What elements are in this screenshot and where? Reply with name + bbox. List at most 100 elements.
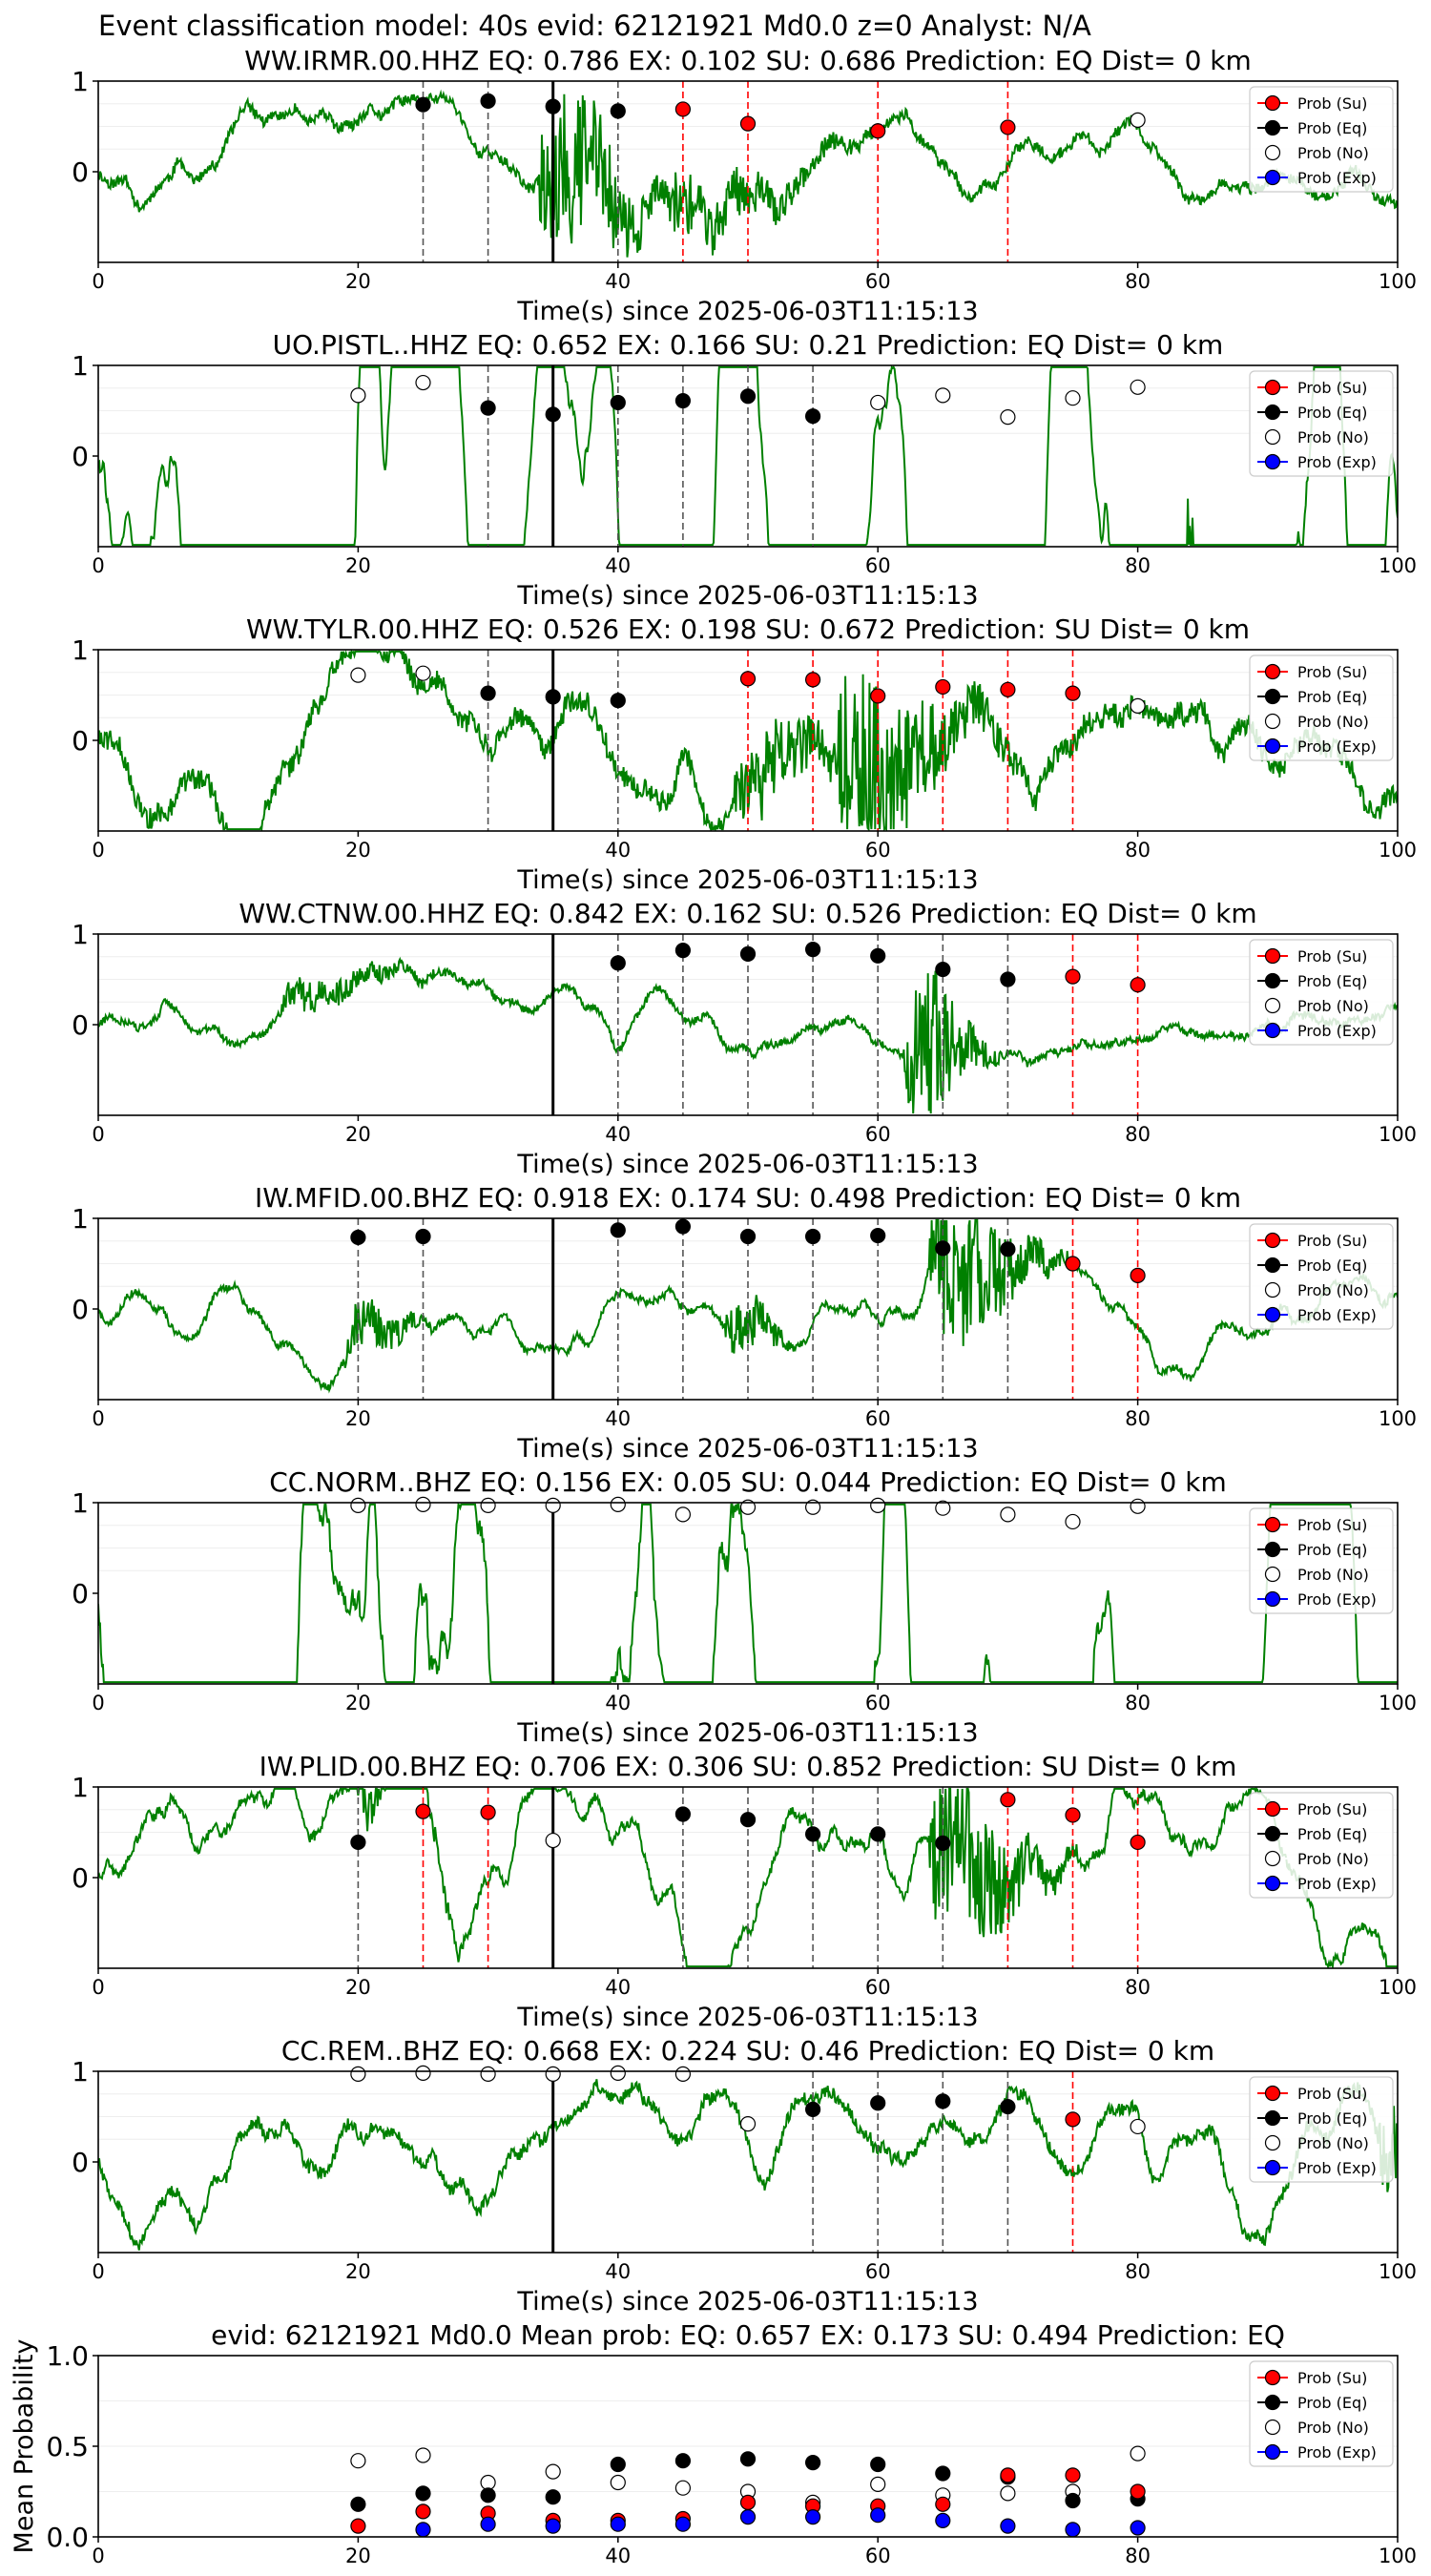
prob-point-eq — [545, 98, 561, 114]
y-tick-label: 0 — [72, 725, 89, 757]
legend-label: Prob (Eq) — [1297, 119, 1367, 137]
legend: Prob (Su) Prob (Eq) Prob (No) Prob (Exp) — [1249, 370, 1394, 477]
panel-title: IW.PLID.00.BHZ EQ: 0.706 EX: 0.306 SU: 0… — [259, 1751, 1237, 1782]
prob-point-eq — [739, 2451, 757, 2467]
x-tick-label: 60 — [865, 839, 891, 862]
legend-label: Prob (Exp) — [1297, 453, 1377, 471]
prob-point-eq — [870, 1227, 886, 1244]
x-axis-label: Time(s) since 2025-06-03T11:15:13 — [516, 865, 978, 895]
prob-point-no — [1000, 1506, 1016, 1523]
panel-1: WW.IRMR.00.HHZ EQ: 0.786 EX: 0.102 SU: 0… — [72, 45, 1417, 326]
prob-point-su — [415, 2503, 431, 2520]
axes-frame — [97, 1502, 1399, 1685]
x-tick-label: 80 — [1125, 1976, 1151, 1999]
legend-label: Prob (Exp) — [1297, 1590, 1377, 1609]
legend-label: Prob (No) — [1297, 713, 1369, 731]
prob-point-no — [350, 387, 366, 404]
panel-title: CC.REM..BHZ EQ: 0.668 EX: 0.224 SU: 0.46… — [281, 2035, 1214, 2067]
prob-point-eq — [415, 1228, 431, 1245]
panel-title: IW.MFID.00.BHZ EQ: 0.918 EX: 0.174 SU: 0… — [255, 1182, 1241, 1214]
legend-box — [1249, 370, 1394, 477]
x-tick-label: 0 — [92, 2260, 104, 2283]
x-tick-label: 100 — [1379, 1407, 1417, 1430]
legend-marker-su — [1264, 1800, 1281, 1818]
prob-point-su — [870, 688, 886, 704]
y-tick-label: 0 — [72, 441, 89, 472]
legend: Prob (Su) Prob (Eq) Prob (No) Prob (Exp) — [1249, 1223, 1394, 1330]
prob-point-no — [674, 2480, 692, 2496]
panel-9: evid: 62121921 Md0.0 Mean prob: EQ: 0.65… — [10, 2319, 1417, 2567]
prob-point-eq — [674, 392, 692, 409]
legend-box — [1249, 2360, 1394, 2467]
legend-marker-exp — [1264, 1875, 1281, 1892]
legend: Prob (Su) Prob (Eq) Prob (No) Prob (Exp) — [1249, 2076, 1394, 2183]
x-tick-label: 40 — [605, 1976, 631, 1999]
x-tick-label: 80 — [1125, 1692, 1151, 1714]
y-tick-label: 1 — [72, 66, 89, 97]
prob-point-eq — [1065, 2492, 1081, 2509]
prob-point-no — [804, 1499, 821, 1515]
prob-point-su — [480, 1804, 496, 1820]
legend-label: Prob (Su) — [1297, 2369, 1367, 2387]
prob-point-no — [480, 2066, 496, 2082]
legend-label: Prob (No) — [1297, 2134, 1369, 2152]
prob-point-eq — [610, 2456, 626, 2473]
prob-point-exp — [1130, 2520, 1146, 2536]
x-tick-label: 20 — [345, 1692, 371, 1714]
x-tick-label: 0 — [92, 839, 104, 862]
panel-5: IW.MFID.00.BHZ EQ: 0.918 EX: 0.174 SU: 0… — [72, 1182, 1417, 1464]
legend-label: Prob (Eq) — [1297, 972, 1367, 990]
x-tick-label: 20 — [345, 270, 371, 293]
legend-marker-eq — [1264, 1257, 1281, 1274]
prob-point-eq — [804, 942, 821, 958]
prob-point-exp — [870, 2507, 886, 2524]
prob-point-su — [1065, 1256, 1081, 1272]
prob-point-su — [1000, 2467, 1016, 2483]
legend-marker-su — [1264, 1516, 1281, 1533]
prob-point-no — [1130, 112, 1146, 128]
prob-point-no — [350, 667, 366, 683]
legend-marker-no — [1264, 997, 1281, 1014]
prob-point-no — [1065, 390, 1081, 406]
axes-frame — [97, 2070, 1399, 2254]
y-tick-label: 0 — [72, 2147, 89, 2178]
prob-point-eq — [610, 1222, 626, 1238]
y-tick-label: 0 — [72, 1578, 89, 1610]
x-tick-label: 0 — [92, 1123, 104, 1146]
legend: Prob (Su) Prob (Eq) Prob (No) Prob (Exp) — [1249, 2360, 1394, 2467]
x-axis-label: Time(s) since 2025-06-03T11:15:13 — [516, 297, 978, 326]
legend-marker-exp — [1264, 453, 1281, 470]
prob-point-no — [935, 1500, 951, 1516]
prob-point-su — [935, 678, 951, 696]
prob-point-eq — [935, 1240, 951, 1257]
panel-title: WW.CTNW.00.HHZ EQ: 0.842 EX: 0.162 SU: 0… — [238, 898, 1256, 929]
x-tick-label: 20 — [345, 1407, 371, 1430]
prob-point-no — [545, 2463, 561, 2480]
prob-point-no — [415, 1496, 431, 1513]
legend-marker-eq — [1264, 119, 1281, 136]
legend-label: Prob (No) — [1297, 997, 1369, 1015]
prob-point-eq — [674, 2453, 692, 2469]
prob-point-exp — [674, 2516, 692, 2532]
y-tick-label: 1 — [72, 2056, 89, 2088]
prob-point-su — [674, 101, 692, 117]
legend-label: Prob (No) — [1297, 1850, 1369, 1868]
prob-point-exp — [804, 2509, 821, 2525]
x-tick-label: 40 — [605, 1407, 631, 1430]
x-tick-label: 0 — [92, 1407, 104, 1430]
x-tick-label: 80 — [1125, 270, 1151, 293]
prob-point-no — [1000, 409, 1016, 426]
prob-point-eq — [674, 1218, 692, 1235]
prob-point-eq — [415, 2485, 431, 2502]
x-tick-label: 60 — [865, 2545, 891, 2567]
panel-7: IW.PLID.00.BHZ EQ: 0.706 EX: 0.306 SU: 0… — [72, 1751, 1417, 2032]
panel-title: CC.NORM..BHZ EQ: 0.156 EX: 0.05 SU: 0.04… — [269, 1466, 1227, 1498]
legend-marker-exp — [1264, 169, 1281, 186]
legend-box — [1249, 1792, 1394, 1899]
x-tick-label: 20 — [345, 839, 371, 862]
prob-point-no — [870, 394, 886, 411]
x-tick-label: 100 — [1379, 839, 1417, 862]
legend-label: Prob (Eq) — [1297, 2394, 1367, 2412]
prob-point-eq — [480, 685, 496, 701]
legend-label: Prob (Eq) — [1297, 688, 1367, 706]
